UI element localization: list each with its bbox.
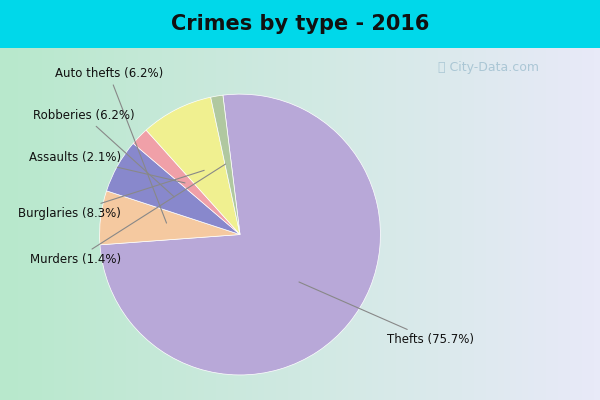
Wedge shape xyxy=(146,97,240,234)
Text: Crimes by type - 2016: Crimes by type - 2016 xyxy=(171,14,429,34)
Text: Robberies (6.2%): Robberies (6.2%) xyxy=(33,109,174,197)
Text: Thefts (75.7%): Thefts (75.7%) xyxy=(299,282,475,346)
Wedge shape xyxy=(100,94,380,375)
Wedge shape xyxy=(100,191,240,245)
Text: Assaults (2.1%): Assaults (2.1%) xyxy=(29,151,185,183)
Text: ⓘ City-Data.com: ⓘ City-Data.com xyxy=(438,62,539,74)
Wedge shape xyxy=(133,130,240,234)
Text: Auto thefts (6.2%): Auto thefts (6.2%) xyxy=(55,66,167,223)
Text: Burglaries (8.3%): Burglaries (8.3%) xyxy=(18,170,204,220)
Wedge shape xyxy=(211,95,240,234)
Text: Murders (1.4%): Murders (1.4%) xyxy=(29,164,226,266)
Wedge shape xyxy=(107,143,240,234)
